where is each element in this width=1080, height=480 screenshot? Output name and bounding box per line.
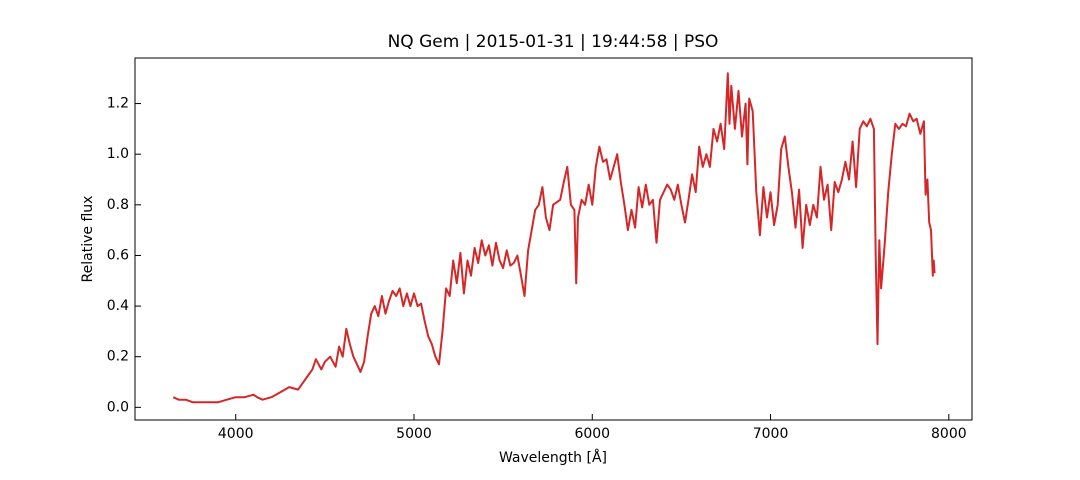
y-tick-label: 0.2 (107, 349, 129, 365)
x-tick-label: 7000 (753, 426, 789, 442)
x-tick-label: 8000 (931, 426, 967, 442)
chart-title: NQ Gem | 2015-01-31 | 19:44:58 | PSO (388, 32, 719, 52)
y-tick-label: 0.0 (107, 399, 129, 415)
spectrum-line (172, 72, 936, 404)
y-tick-label: 1.0 (107, 146, 129, 162)
plot-frame (134, 57, 973, 421)
x-axis-label: Wavelength [Å] (499, 449, 607, 466)
y-tick-label: 0.8 (107, 197, 129, 213)
x-tick-label: 6000 (574, 426, 610, 442)
y-tick-label: 0.4 (107, 298, 129, 314)
y-tick-label: 1.2 (107, 96, 129, 112)
x-tick-label: 5000 (396, 426, 432, 442)
y-axis-label: Relative flux (80, 196, 96, 283)
y-tick-label: 0.6 (107, 247, 129, 263)
x-tick-label: 4000 (218, 426, 254, 442)
